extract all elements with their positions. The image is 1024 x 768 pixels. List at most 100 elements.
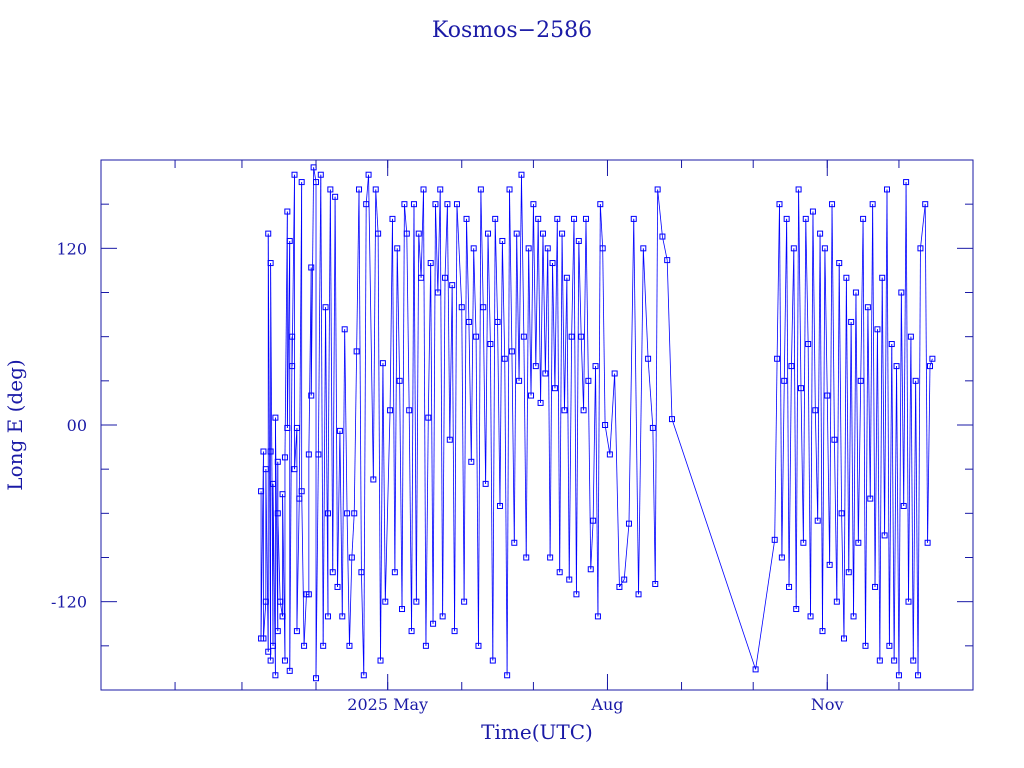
data-point	[444, 201, 451, 208]
series-segment	[356, 189, 360, 352]
series-segment	[845, 277, 850, 573]
data-point	[289, 363, 296, 370]
data-point	[482, 480, 489, 487]
data-point	[356, 186, 363, 193]
data-point	[511, 539, 518, 546]
series-segment	[490, 344, 494, 661]
series-segment	[499, 240, 503, 506]
series-segment	[834, 439, 838, 602]
data-point	[652, 581, 659, 587]
series-segment	[396, 248, 401, 381]
data-point	[262, 466, 269, 473]
series-segment	[566, 277, 570, 580]
series-segment	[423, 189, 427, 646]
data-point	[293, 424, 300, 431]
data-point	[267, 448, 274, 455]
data-point	[535, 215, 542, 222]
data-point	[848, 318, 855, 325]
data-point	[265, 230, 272, 237]
data-point	[344, 510, 351, 517]
series-segment	[537, 218, 541, 403]
data-point	[341, 326, 348, 333]
data-point	[437, 186, 444, 193]
series-segment	[638, 248, 644, 595]
series-segment	[917, 248, 921, 676]
series-segment	[576, 240, 580, 595]
data-point	[270, 480, 277, 487]
data-point	[267, 260, 274, 267]
series-segment	[449, 285, 453, 440]
data-point	[485, 230, 492, 237]
data-point	[415, 230, 422, 237]
data-point	[473, 333, 480, 340]
series-segment	[826, 395, 831, 565]
series-segment	[561, 233, 565, 411]
data-point	[427, 260, 434, 267]
data-point	[590, 517, 597, 524]
data-point	[289, 333, 296, 340]
data-point	[465, 318, 472, 325]
data-point	[279, 491, 286, 498]
data-point	[403, 230, 410, 237]
data-point	[389, 215, 396, 222]
series-segment	[509, 189, 513, 352]
data-point	[451, 628, 458, 635]
data-point	[525, 245, 532, 252]
series-segment	[451, 285, 455, 632]
data-point	[358, 569, 365, 576]
series-segment	[841, 513, 845, 639]
series-segment	[867, 307, 871, 499]
series-segment	[320, 174, 324, 646]
data-point	[922, 201, 929, 208]
series-segment	[461, 307, 465, 602]
series-segment	[888, 344, 893, 646]
data-point	[580, 407, 587, 414]
series-segment	[358, 189, 362, 573]
data-point	[458, 304, 465, 311]
data-point	[298, 179, 305, 186]
series-segment	[454, 204, 458, 632]
data-point	[869, 201, 876, 208]
series-segment	[865, 307, 869, 646]
series-segment	[329, 189, 334, 573]
ticks-layer: -120 00 120 2025 May Aug Nov	[51, 160, 973, 714]
data-point	[375, 230, 382, 237]
series-segment	[798, 189, 802, 389]
data-point	[262, 598, 269, 605]
data-point	[795, 186, 802, 193]
series-segment	[573, 218, 577, 595]
data-point	[425, 414, 432, 421]
data-point	[821, 245, 828, 252]
data-point	[539, 230, 546, 237]
series-segment	[652, 427, 656, 585]
series-segment	[585, 218, 589, 381]
data-point	[394, 245, 401, 252]
data-point	[886, 642, 893, 649]
series-segment	[301, 491, 305, 646]
data-point	[881, 532, 888, 539]
data-point	[391, 569, 398, 576]
series-segment	[432, 204, 436, 624]
data-point	[585, 377, 592, 384]
data-point	[883, 186, 890, 193]
series-segment	[614, 373, 620, 587]
series-segment	[786, 218, 790, 587]
series-segment	[525, 248, 530, 558]
data-point	[824, 392, 831, 399]
data-point	[523, 554, 530, 561]
series-segment	[380, 363, 384, 661]
series-segment	[506, 189, 510, 676]
series-segment	[337, 430, 341, 587]
data-point	[453, 201, 460, 208]
series-segment	[420, 189, 424, 278]
data-point	[833, 598, 840, 605]
data-point	[308, 392, 315, 399]
data-point	[900, 502, 907, 509]
data-point	[487, 341, 494, 348]
series-segment	[592, 366, 596, 521]
data-point	[814, 517, 821, 524]
data-point	[845, 569, 852, 576]
series-segment	[559, 233, 563, 573]
series-segment	[595, 366, 599, 617]
series-segment	[602, 248, 606, 426]
